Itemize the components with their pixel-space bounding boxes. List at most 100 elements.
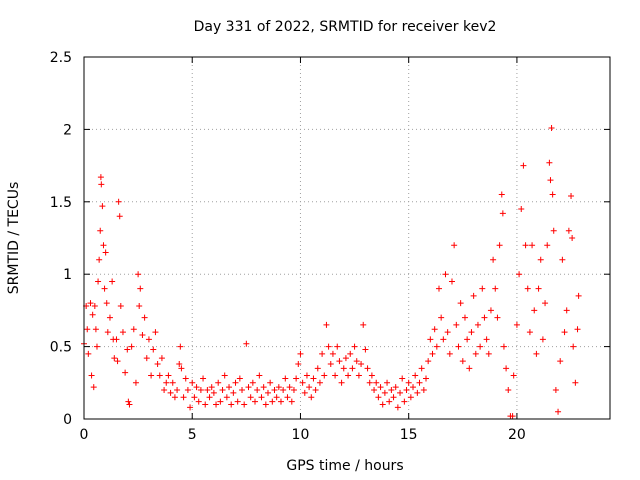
- data-point: [405, 379, 412, 386]
- data-point: [269, 398, 276, 405]
- data-point: [444, 329, 451, 336]
- data-point: [115, 198, 122, 205]
- data-point: [570, 343, 577, 350]
- data-point: [542, 300, 549, 307]
- data-point: [375, 394, 382, 401]
- data-point: [136, 303, 143, 310]
- data-point: [148, 372, 155, 379]
- data-point: [191, 394, 198, 401]
- data-point: [342, 355, 349, 362]
- data-point: [314, 365, 321, 372]
- data-point: [355, 372, 362, 379]
- data-point: [539, 336, 546, 343]
- data-point: [97, 227, 104, 234]
- data-point: [510, 372, 517, 379]
- data-point: [293, 375, 300, 382]
- data-point: [575, 292, 582, 299]
- data-point: [273, 394, 280, 401]
- data-point: [310, 375, 317, 382]
- data-point: [202, 401, 209, 408]
- data-point: [410, 384, 417, 391]
- data-point: [537, 256, 544, 263]
- data-point: [90, 384, 97, 391]
- data-point: [481, 314, 488, 321]
- data-point: [85, 350, 92, 357]
- data-point: [256, 372, 263, 379]
- data-point: [288, 398, 295, 405]
- y-tick-label: 2: [63, 122, 72, 138]
- data-point: [345, 372, 352, 379]
- data-point: [163, 379, 170, 386]
- x-tick-label: 10: [292, 427, 310, 443]
- data-point: [336, 358, 343, 365]
- data-point: [390, 394, 397, 401]
- data-point: [334, 343, 341, 350]
- data-point: [234, 398, 241, 405]
- data-point: [286, 384, 293, 391]
- data-point: [275, 384, 282, 391]
- data-point: [423, 375, 430, 382]
- data-point: [95, 278, 102, 285]
- data-point: [499, 210, 506, 217]
- data-point: [109, 278, 116, 285]
- data-point: [158, 355, 165, 362]
- data-point: [197, 387, 204, 394]
- data-point: [522, 242, 529, 249]
- data-point: [470, 292, 477, 299]
- data-point: [174, 387, 181, 394]
- data-point: [98, 181, 105, 188]
- data-point: [394, 404, 401, 411]
- data-point: [114, 358, 121, 365]
- data-point: [200, 375, 207, 382]
- data-point: [243, 340, 250, 347]
- data-point: [171, 394, 178, 401]
- data-point: [258, 394, 265, 401]
- data-point: [561, 329, 568, 336]
- axis-ticks: [83, 56, 610, 420]
- y-axis-label: SRMTID / TECUs: [6, 182, 22, 295]
- data-point: [548, 124, 555, 131]
- data-point: [239, 387, 246, 394]
- x-tick-label: 0: [80, 427, 89, 443]
- data-point: [280, 387, 287, 394]
- data-point: [236, 375, 243, 382]
- data-point: [559, 256, 566, 263]
- data-point: [84, 326, 91, 333]
- data-point: [518, 206, 525, 213]
- data-point: [448, 278, 455, 285]
- data-point: [189, 379, 196, 386]
- data-point: [128, 343, 135, 350]
- data-point: [111, 355, 118, 362]
- y-tick-label: 2.5: [50, 50, 72, 66]
- data-point: [169, 379, 176, 386]
- data-point: [568, 193, 575, 200]
- y-tick-label: 0.5: [50, 340, 72, 356]
- data-point: [96, 256, 103, 263]
- data-point: [472, 350, 479, 357]
- data-point: [364, 365, 371, 372]
- data-point: [332, 372, 339, 379]
- data-point: [414, 389, 421, 396]
- data-point: [132, 379, 139, 386]
- data-point: [152, 329, 159, 336]
- data-point: [245, 384, 252, 391]
- data-point: [555, 408, 562, 415]
- data-point: [366, 379, 373, 386]
- data-point: [524, 285, 531, 292]
- data-point: [483, 336, 490, 343]
- data-point: [479, 285, 486, 292]
- data-point: [503, 365, 510, 372]
- data-point: [500, 343, 507, 350]
- data-point: [180, 394, 187, 401]
- data-point: [453, 321, 460, 328]
- data-point: [468, 329, 475, 336]
- data-point: [206, 394, 213, 401]
- x-tick-label: 15: [400, 427, 418, 443]
- data-point: [97, 174, 104, 181]
- data-point: [176, 360, 183, 367]
- data-point: [165, 372, 172, 379]
- data-point: [371, 387, 378, 394]
- data-point: [397, 389, 404, 396]
- data-point: [249, 379, 256, 386]
